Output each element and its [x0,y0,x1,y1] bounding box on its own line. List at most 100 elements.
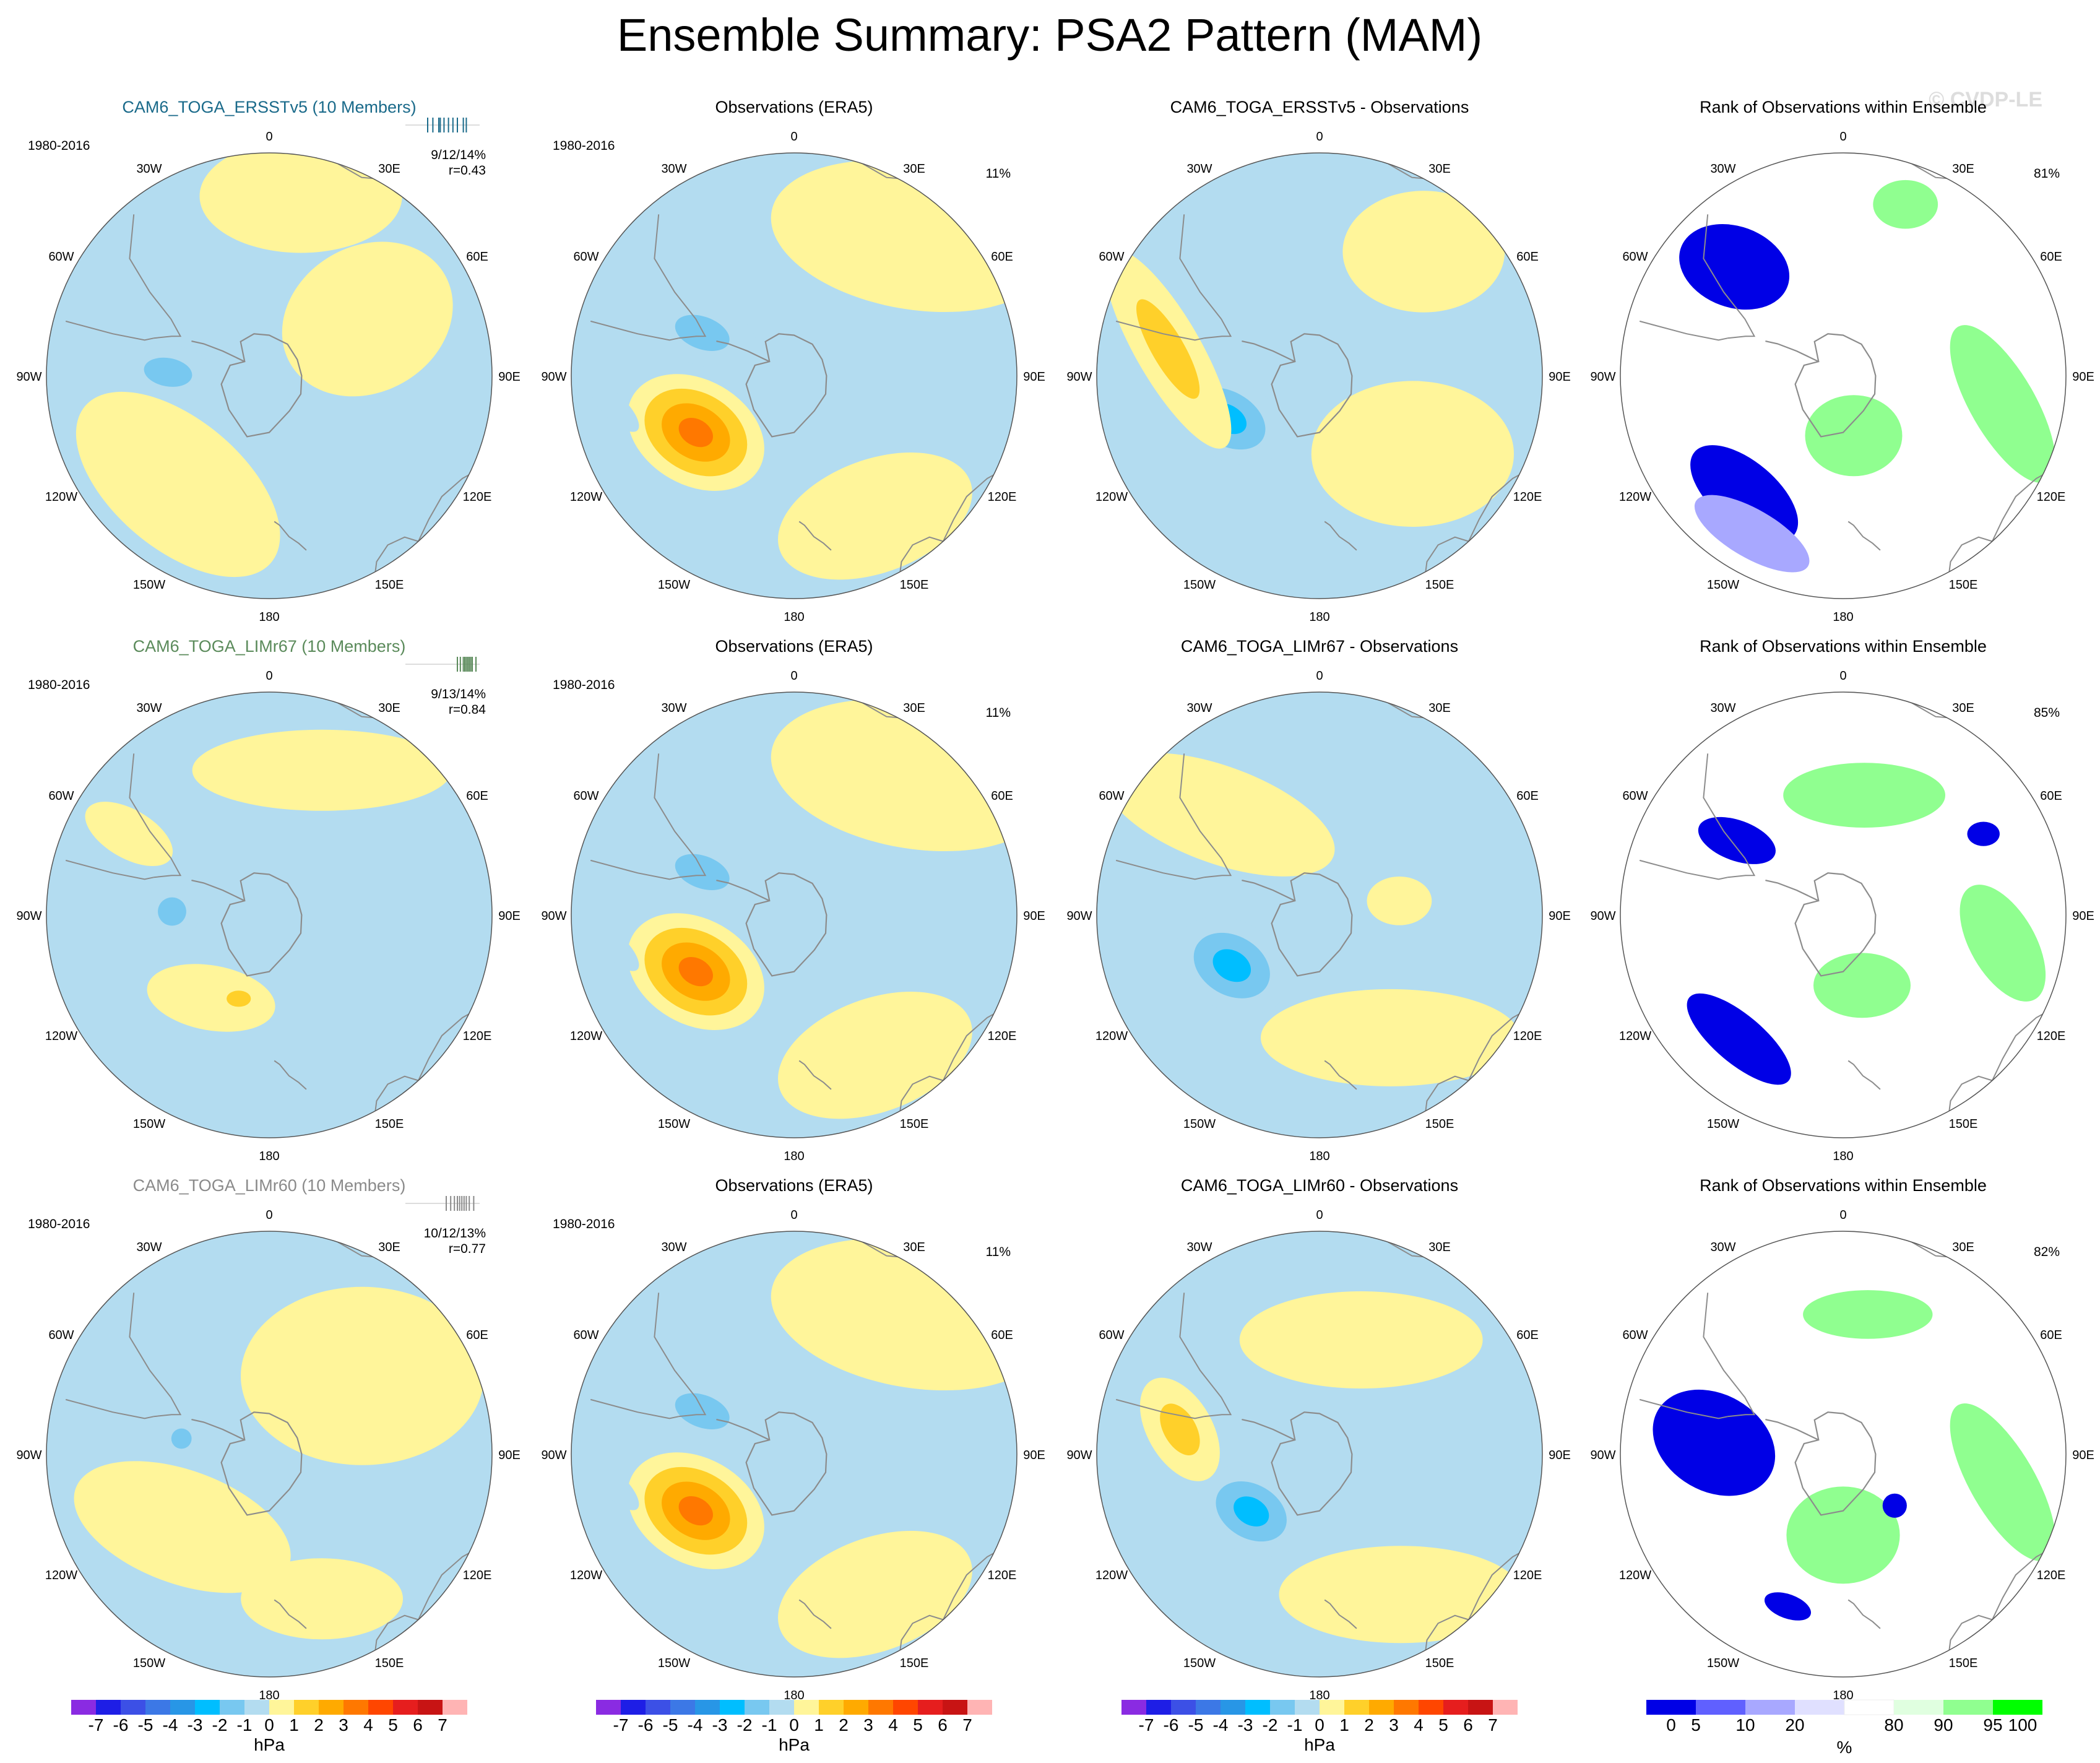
colorbar-tick-label: 3 [339,1715,348,1735]
peninsula-coastline [191,880,245,902]
longitude-label: 30E [1952,1241,1974,1254]
longitude-label: 150W [1707,1657,1739,1670]
percent-label: 81% [2034,167,2060,181]
colorbar-swatch [621,1700,646,1715]
longitude-label: 60E [466,1328,488,1342]
peninsula-coastline [1765,1419,1819,1441]
longitude-label: 120E [2037,1029,2066,1043]
rank-region [1687,993,1791,1085]
anomaly-contour [590,383,639,432]
longitude-label: 30E [378,701,400,715]
rank-region [1783,763,1946,828]
longitude-label: 120E [988,1029,1017,1043]
south-america-west-coastline [65,1398,154,1419]
rank-region [1813,953,1911,1018]
longitude-label: 90E [1023,370,1045,384]
colorbar-tick-label: -7 [613,1715,629,1735]
antarctica-coastline [1271,872,1353,977]
colorbar-swatch [745,1700,769,1715]
longitude-label: 120E [988,1569,1017,1582]
longitude-label: 60E [991,789,1013,803]
longitude-label: 60W [48,250,74,264]
panel-title: Observations (ERA5) [715,1176,873,1195]
anomaly-contour [678,417,713,448]
map-field [46,1231,492,1677]
map-field [1639,1231,2055,1660]
longitude-label: 120E [463,490,492,504]
longitude-label: 150E [375,1117,404,1131]
colorbar-swatch [1468,1700,1493,1715]
anomaly-contour [1311,381,1514,527]
longitude-label: 0 [1839,130,1846,144]
longitude-label: 120W [1095,1029,1128,1043]
colorbar-swatch [443,1700,467,1715]
longitude-label: 30W [1710,1241,1735,1254]
difference-panel: CAM6_TOGA_ERSSTv5 - Observations 0 30E 60E 9… [1066,98,1570,624]
anomaly-contour [678,956,713,987]
colorbar-swatch [1443,1700,1468,1715]
south-america-coastline [654,214,707,339]
antarctica-coastline [220,872,303,977]
rank-region [1967,821,2000,846]
peninsula-coastline [716,1419,770,1441]
peninsula-coastline [1242,340,1295,363]
longitude-label: 120W [570,1029,602,1043]
new-zealand-coastline [274,1599,307,1629]
longitude-label: 30E [903,701,925,715]
colorbar-swatch [1171,1700,1196,1715]
period-label: 1980-2016 [28,139,90,153]
anomaly-contour [74,1461,291,1593]
rank-panel: Rank of Observations within Ensemble 0 30E… [1590,98,2094,624]
colorbar-tick-label: 90 [1934,1715,1953,1735]
anomaly-contour [192,729,452,811]
south-america-coastline [1703,214,1756,339]
panel-title: CAM6_TOGA_LIMr60 (10 Members) [133,1176,406,1195]
anomaly-contour [1234,1496,1269,1527]
map-border [1620,1231,2067,1678]
antarctica-coastline [1794,1411,1877,1516]
rank-region [1950,1403,2055,1561]
colorbar-tick-label: 1 [1339,1715,1349,1735]
colorbar-unit: hPa [779,1735,810,1754]
longitude-label: 180 [784,1689,804,1702]
longitude-label: 90E [2072,909,2094,923]
colorbar-swatch [170,1700,195,1715]
hpa-colorbar: -7 -6 -5 -4 -3 -2 -1 0 1 2 3 4 5 6 7 hPa [71,1700,467,1754]
map-field [1639,153,2055,582]
anomaly-contour [590,922,639,971]
colorbar-swatch [1320,1700,1344,1715]
longitude-label: 30E [903,162,925,176]
longitude-label: 120W [45,490,77,504]
peninsula-coastline [716,340,770,363]
new-zealand-coastline [798,521,832,551]
anomaly-contour [85,802,173,867]
longitude-label: 0 [1316,669,1323,683]
anomaly-contour [227,990,251,1007]
south-america-west-coastline [590,1398,679,1419]
longitude-label: 60W [1099,789,1124,803]
anomaly-contour [1136,299,1200,399]
south-america-west-coastline [1639,320,1728,341]
south-america-coastline [1179,1293,1232,1418]
longitude-label: 150E [1425,1657,1454,1670]
colorbar-tick-label: -4 [163,1715,178,1735]
period-label: 1980-2016 [28,1217,90,1231]
south-america-coastline [654,1293,707,1418]
colorbar-tick-label: -7 [1139,1715,1154,1735]
map-border [1620,691,2067,1138]
south-america-west-coastline [1115,1398,1204,1419]
anomaly-contour [778,453,972,580]
longitude-label: 150E [375,1657,404,1670]
anomaly-contour [147,964,275,1032]
stats-label: 9/12/14% [431,148,486,162]
map-border [1096,1231,1543,1678]
new-zealand-coastline [798,1060,832,1090]
colorbar-swatch [121,1700,145,1715]
colorbar-swatch [418,1700,443,1715]
colorbar-swatch [393,1700,418,1715]
rank-region [1882,1493,1907,1518]
longitude-label: 30W [1186,162,1212,176]
longitude-label: 0 [1316,1208,1323,1222]
longitude-label: 180 [784,1150,804,1163]
south-america-west-coastline [65,859,154,880]
